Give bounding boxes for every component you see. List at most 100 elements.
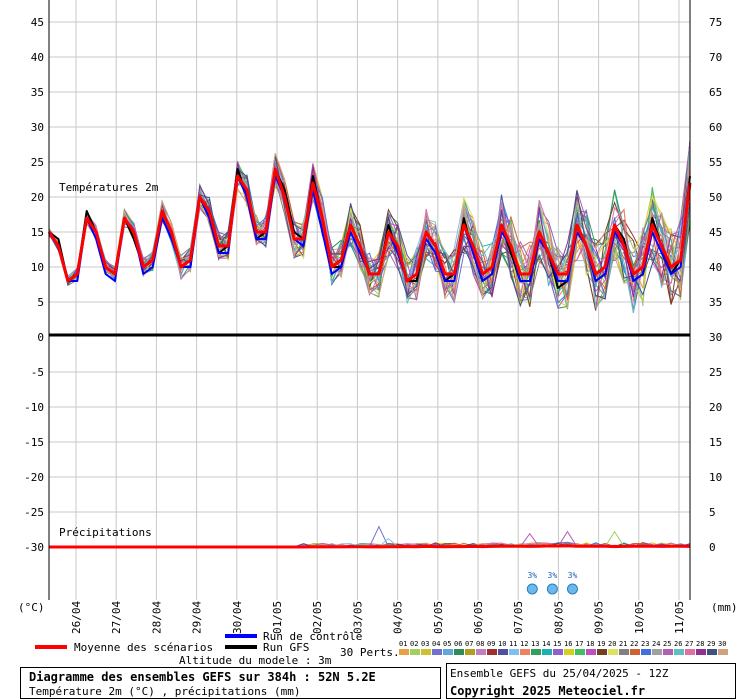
member-number: 01 (399, 640, 407, 648)
prec-tick-right: 0 (709, 541, 716, 554)
temp-tick-right: 55 (709, 156, 722, 169)
date-tick-label: 01/05 (271, 601, 284, 634)
member-number: 09 (487, 640, 495, 648)
member-swatch (685, 649, 695, 655)
member-number: 25 (663, 640, 671, 648)
legend-control-swatch (225, 634, 257, 638)
prec-tick-right: 20 (709, 401, 722, 414)
member-number: 03 (421, 640, 429, 648)
member-swatch (520, 649, 530, 655)
snowflake-icon (566, 583, 578, 595)
temp-tick-left: 30 (31, 121, 44, 134)
date-tick-label: 05/05 (432, 601, 445, 634)
precipitation-label: Précipitations (59, 526, 152, 539)
member-number: 11 (509, 640, 517, 648)
temp-tick-left: 5 (37, 296, 44, 309)
member-number: 14 (542, 640, 550, 648)
member-swatch (487, 649, 497, 655)
member-number: 20 (608, 640, 616, 648)
date-tick-label: 08/05 (552, 601, 565, 634)
date-tick-label: 04/05 (392, 601, 405, 634)
temp-tick-left: 20 (31, 191, 44, 204)
legend-mean-label: Moyenne des scénarios (74, 641, 214, 654)
temp-tick-left: 45 (31, 16, 44, 29)
snowflake-icon (546, 583, 558, 595)
precipitation-spike (369, 525, 389, 547)
grid (49, 0, 690, 600)
temp-tick-right: 75 (709, 16, 722, 29)
date-tick-label: 30/04 (231, 601, 244, 634)
date-tick-label: 28/04 (150, 601, 163, 634)
temp-tick-right: 45 (709, 226, 722, 239)
member-swatch (531, 649, 541, 655)
member-swatch (454, 649, 464, 655)
member-number: 04 (432, 640, 440, 648)
member-number: 18 (586, 640, 594, 648)
footer-title-box: Diagramme des ensembles GEFS sur 384h : … (20, 667, 441, 699)
legend-gfs-swatch (225, 645, 257, 649)
member-swatch (399, 649, 409, 655)
temp-tick-right: 60 (709, 121, 722, 134)
axes (48, 0, 691, 600)
member-swatch (476, 649, 486, 655)
member-number: 28 (696, 640, 704, 648)
snow-percent-label: 3% (568, 571, 578, 580)
legend-control-label: Run de contrôle (263, 630, 363, 643)
date-tick-label: 26/04 (70, 601, 83, 634)
prec-tick-left: -30 (24, 541, 44, 554)
member-swatch (652, 649, 662, 655)
temp-tick-left: 0 (37, 331, 44, 344)
legend-perts-label: 30 Perts. (340, 646, 400, 659)
date-tick-label: 07/05 (512, 601, 525, 634)
footer-copyright: Copyright 2025 Meteociel.fr (450, 684, 646, 698)
date-tick-label: 27/04 (110, 601, 123, 634)
legend-gfs-label: Run GFS (263, 641, 310, 654)
temp-tick-right: 50 (709, 191, 722, 204)
member-swatch (608, 649, 618, 655)
precipitation-spike (604, 530, 625, 547)
member-swatch (641, 649, 651, 655)
member-swatch (421, 649, 431, 655)
snow-percent-label: 3% (527, 571, 537, 580)
member-number: 23 (641, 640, 649, 648)
date-tick-label: 03/05 (351, 601, 364, 634)
member-swatch (432, 649, 442, 655)
member-number: 27 (685, 640, 693, 648)
date-tick-label: 09/05 (593, 601, 606, 634)
date-tick-label: 29/04 (191, 601, 204, 634)
member-legend: 01 02 03 04 05 06 07 08 09 10 11 12 13 14 15 16 17 18 19 20… (399, 640, 728, 655)
footer-subtitle: Température 2m (°C) , précipitations (mm… (29, 685, 301, 698)
footer-run: Ensemble GEFS du 25/04/2025 - 12Z (450, 667, 669, 680)
member-number: 19 (597, 640, 605, 648)
main-series (47, 167, 692, 549)
temp-tick-left: 40 (31, 51, 44, 64)
prec-tick-left: -20 (24, 471, 44, 484)
precipitation-spike (378, 537, 399, 548)
date-tick-label: 11/05 (673, 601, 686, 634)
footer-run-box: Ensemble GEFS du 25/04/2025 - 12Z Copyri… (446, 663, 736, 699)
member-number: 16 (564, 640, 572, 648)
temp-tick-right: 35 (709, 296, 722, 309)
temperature-mean-line (47, 167, 692, 283)
member-swatch (619, 649, 629, 655)
temp-tick-left: 25 (31, 156, 44, 169)
member-swatch (509, 649, 519, 655)
prec-tick-left: -10 (24, 401, 44, 414)
member-number: 07 (465, 640, 473, 648)
member-swatch (663, 649, 673, 655)
member-number: 12 (520, 640, 528, 648)
member-swatch (498, 649, 508, 655)
temp-tick-right: 65 (709, 86, 722, 99)
prec-tick-right: 10 (709, 471, 722, 484)
prec-tick-left: -5 (31, 366, 44, 379)
left-unit: (°C) (18, 601, 45, 614)
member-swatch (674, 649, 684, 655)
legend-altitude: Altitude du modele : 3m (179, 654, 332, 667)
temperature-members (48, 140, 691, 313)
member-number: 08 (476, 640, 484, 648)
prec-tick-right: 25 (709, 366, 722, 379)
member-number: 06 (454, 640, 462, 648)
precipitation-mean-line (49, 544, 691, 549)
member-number: 24 (652, 640, 660, 648)
